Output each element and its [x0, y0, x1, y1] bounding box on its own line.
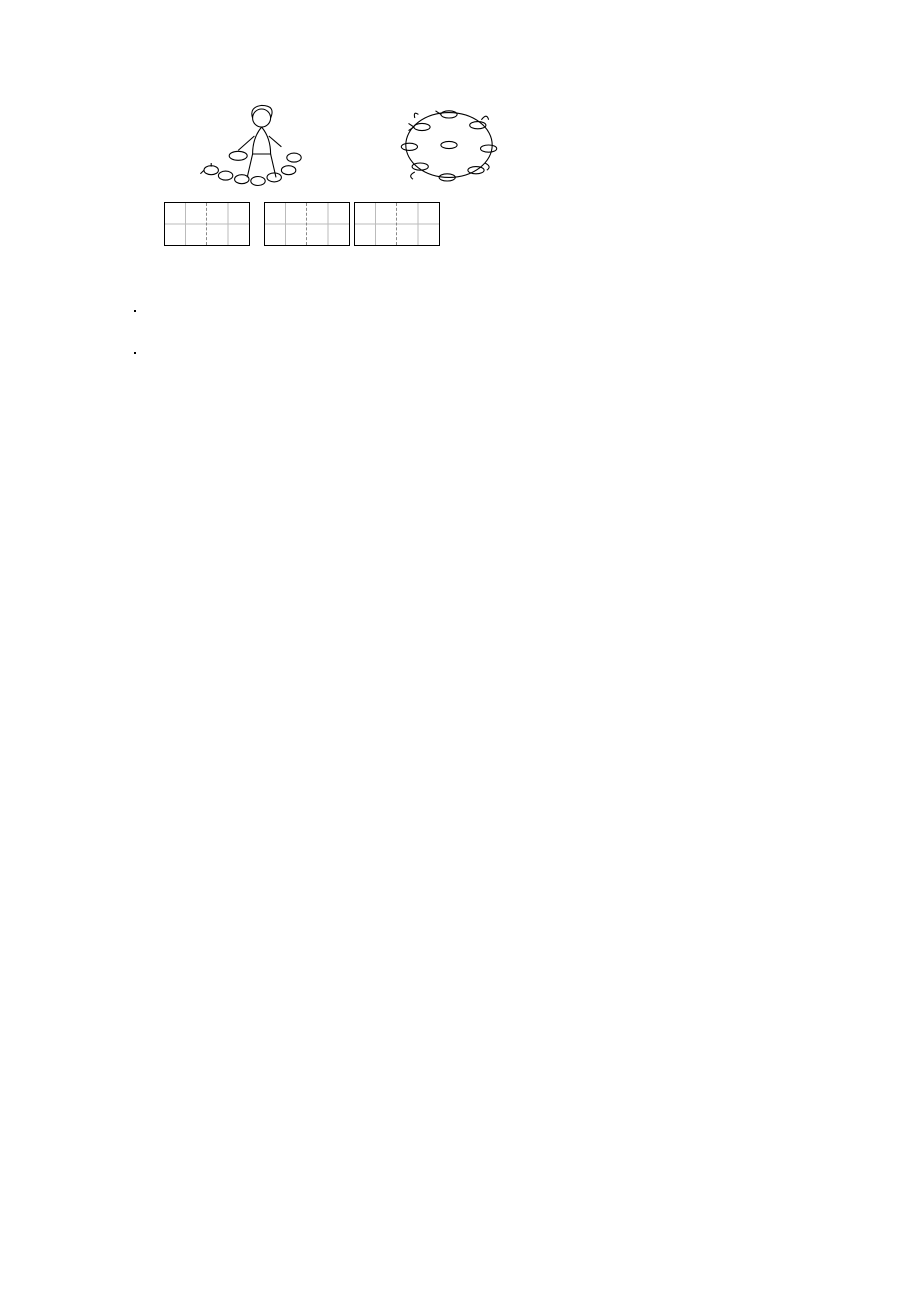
- q1-para1: [134, 410, 786, 437]
- question-10: [134, 334, 786, 354]
- fish-wreath-illustration: [379, 100, 519, 190]
- q10-writing-grid[interactable]: [134, 352, 136, 354]
- reading-block: [134, 410, 786, 486]
- fill-sentence-row: [154, 200, 786, 246]
- q9-writing-grid[interactable]: [134, 310, 136, 312]
- page-content: [0, 0, 920, 548]
- q1-sub1-line: [134, 459, 786, 486]
- girl-feeding-chicks-illustration: [189, 100, 309, 190]
- picture-row: [189, 100, 786, 190]
- s2-tail-box[interactable]: [354, 200, 440, 246]
- s2-blank-box[interactable]: [264, 200, 350, 246]
- question-9: [134, 292, 786, 312]
- s1-blank-box[interactable]: [164, 200, 250, 246]
